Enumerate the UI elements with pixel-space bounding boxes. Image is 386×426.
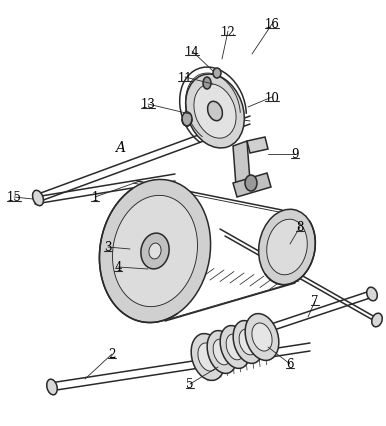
Ellipse shape — [213, 69, 221, 79]
Ellipse shape — [207, 331, 237, 374]
Ellipse shape — [252, 323, 272, 351]
Ellipse shape — [213, 340, 231, 365]
Ellipse shape — [245, 176, 257, 192]
Polygon shape — [247, 138, 268, 154]
Ellipse shape — [267, 220, 307, 275]
Text: 8: 8 — [296, 221, 304, 234]
Ellipse shape — [220, 326, 250, 368]
Text: 13: 13 — [141, 98, 156, 111]
Ellipse shape — [186, 75, 244, 149]
Text: 15: 15 — [7, 191, 22, 204]
Ellipse shape — [203, 78, 211, 90]
Text: 1: 1 — [91, 191, 99, 204]
Ellipse shape — [372, 314, 382, 327]
Ellipse shape — [100, 180, 211, 323]
Text: A: A — [115, 141, 125, 155]
Ellipse shape — [198, 343, 218, 371]
Text: 9: 9 — [291, 148, 299, 161]
Ellipse shape — [32, 191, 44, 206]
Ellipse shape — [233, 321, 263, 363]
Ellipse shape — [245, 314, 279, 360]
Polygon shape — [233, 173, 271, 198]
Ellipse shape — [367, 288, 377, 301]
Polygon shape — [233, 142, 250, 187]
Ellipse shape — [149, 244, 161, 259]
Ellipse shape — [194, 85, 236, 139]
Ellipse shape — [112, 196, 198, 307]
Text: 4: 4 — [114, 261, 122, 274]
Text: 7: 7 — [311, 295, 319, 308]
Ellipse shape — [47, 379, 57, 395]
Text: 14: 14 — [185, 46, 200, 58]
Text: 2: 2 — [108, 348, 116, 361]
Ellipse shape — [226, 334, 244, 360]
Ellipse shape — [182, 113, 192, 127]
Text: 5: 5 — [186, 377, 194, 391]
Text: 3: 3 — [104, 241, 112, 254]
Ellipse shape — [191, 334, 225, 380]
Ellipse shape — [239, 329, 257, 355]
Text: 10: 10 — [264, 91, 279, 104]
Text: 12: 12 — [221, 26, 235, 38]
Ellipse shape — [259, 210, 315, 285]
Ellipse shape — [208, 102, 222, 121]
Ellipse shape — [141, 233, 169, 269]
Text: 16: 16 — [264, 18, 279, 32]
Text: 6: 6 — [286, 358, 294, 371]
Text: 11: 11 — [178, 71, 192, 84]
